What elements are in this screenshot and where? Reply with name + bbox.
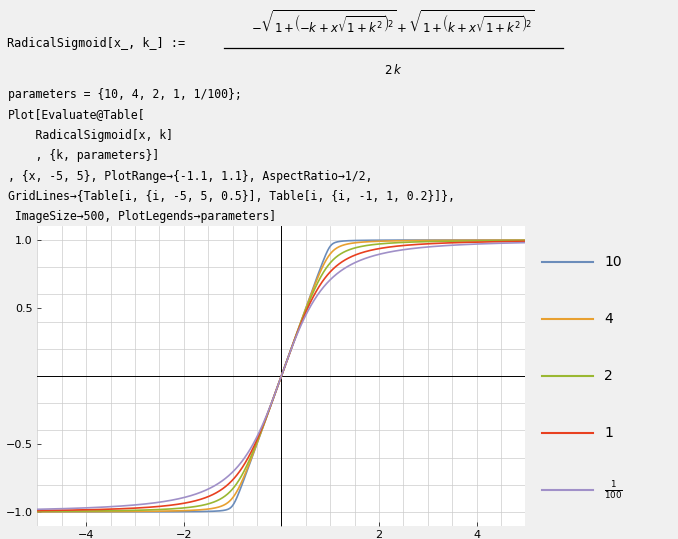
Text: GridLines→{Table[i, {i, -5, 5, 0.5}], Table[i, {i, -1, 1, 0.2}]},: GridLines→{Table[i, {i, -5, 5, 0.5}], Ta… [8,190,455,203]
Text: , {k, parameters}]: , {k, parameters}] [8,149,159,162]
Text: $\frac{1}{100}$: $\frac{1}{100}$ [604,479,623,501]
Text: 10: 10 [604,255,622,270]
Text: 2: 2 [604,369,613,383]
Text: $-\sqrt{1+\!\left(-k+x\sqrt{1+k^2}\right)^{\!2}}+\sqrt{1+\!\left(k+x\sqrt{1+k^2}: $-\sqrt{1+\!\left(-k+x\sqrt{1+k^2}\right… [252,10,535,37]
Text: 4: 4 [604,312,613,326]
Text: ImageSize→500, PlotLegends→parameters]: ImageSize→500, PlotLegends→parameters] [8,210,276,223]
Text: $2\,k$: $2\,k$ [384,63,403,77]
Text: parameters = {10, 4, 2, 1, 1/100};: parameters = {10, 4, 2, 1, 1/100}; [8,88,242,101]
Text: RadicalSigmoid[x_, k_] :=: RadicalSigmoid[x_, k_] := [7,37,185,50]
Text: Plot[Evaluate@Table[: Plot[Evaluate@Table[ [8,108,146,121]
Text: , {x, -5, 5}, PlotRange→{-1.1, 1.1}, AspectRatio→1/2,: , {x, -5, 5}, PlotRange→{-1.1, 1.1}, Asp… [8,170,372,183]
Text: RadicalSigmoid[x, k]: RadicalSigmoid[x, k] [8,129,173,142]
Text: 1: 1 [604,426,613,440]
